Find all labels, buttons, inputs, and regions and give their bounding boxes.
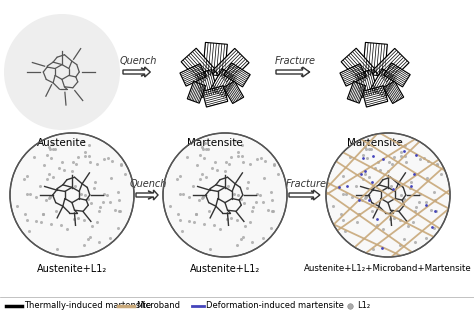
Polygon shape [347, 81, 365, 103]
Text: Deformation-induced martensite: Deformation-induced martensite [206, 301, 344, 310]
Polygon shape [223, 81, 244, 104]
Polygon shape [341, 48, 376, 84]
Text: Quench: Quench [120, 56, 157, 66]
Text: Fracture: Fracture [274, 56, 316, 66]
Circle shape [326, 133, 450, 257]
Text: L1₂: L1₂ [357, 301, 370, 310]
Text: Thermally-induced martensite: Thermally-induced martensite [24, 301, 151, 310]
Text: Fracture: Fracture [286, 179, 327, 189]
Circle shape [10, 133, 134, 257]
Text: Austenite+L1₂: Austenite+L1₂ [37, 264, 107, 274]
Polygon shape [187, 81, 206, 103]
Polygon shape [213, 48, 249, 84]
FancyArrow shape [123, 67, 150, 77]
Polygon shape [195, 69, 218, 98]
Polygon shape [370, 69, 397, 99]
Text: Austenite: Austenite [37, 138, 87, 148]
Polygon shape [384, 63, 410, 87]
Polygon shape [181, 48, 217, 84]
Polygon shape [224, 63, 250, 87]
Circle shape [163, 133, 287, 257]
Polygon shape [202, 86, 228, 107]
Polygon shape [374, 48, 409, 84]
FancyArrow shape [276, 67, 310, 77]
Text: Microband: Microband [136, 301, 180, 310]
Text: Quench: Quench [130, 179, 167, 189]
Polygon shape [355, 69, 378, 98]
FancyArrow shape [289, 190, 320, 200]
Text: Austenite+L1₂: Austenite+L1₂ [190, 264, 260, 274]
Polygon shape [362, 86, 388, 107]
Polygon shape [210, 69, 237, 99]
Text: Martensite: Martensite [347, 138, 403, 148]
Polygon shape [202, 42, 228, 76]
Text: Martensite: Martensite [187, 138, 243, 148]
Polygon shape [363, 42, 387, 76]
Polygon shape [180, 64, 206, 86]
Circle shape [4, 14, 120, 130]
FancyArrow shape [136, 190, 158, 200]
Text: Austenite+L1₂+Microband+Martensite: Austenite+L1₂+Microband+Martensite [304, 264, 472, 273]
Polygon shape [383, 81, 404, 104]
Polygon shape [340, 64, 366, 86]
